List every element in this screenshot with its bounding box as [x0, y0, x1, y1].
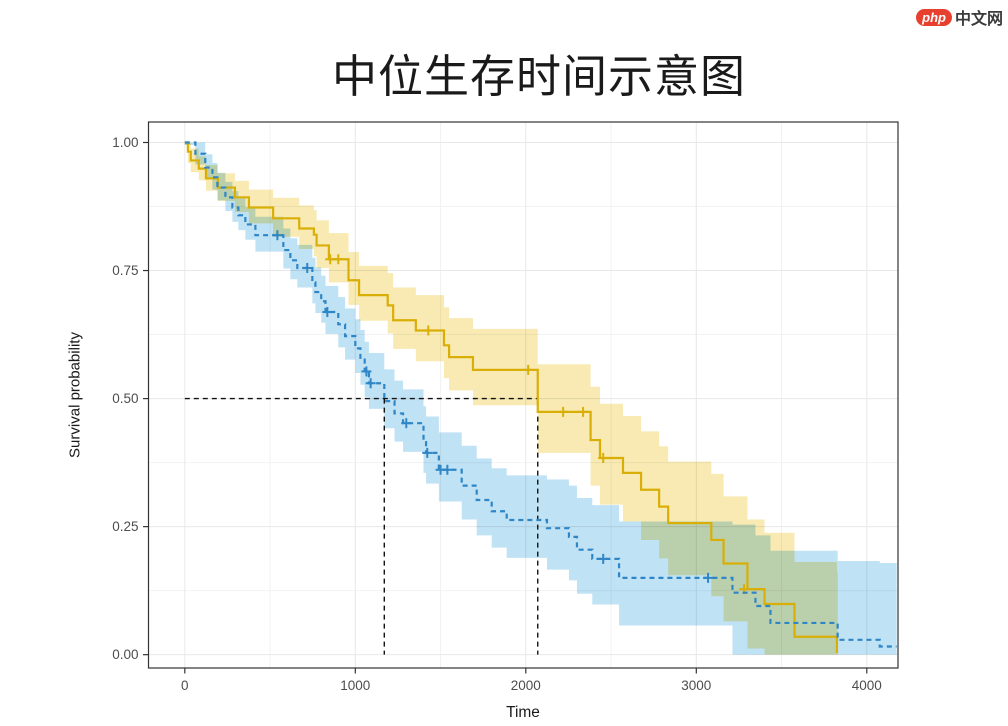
- php-logo-badge: php: [916, 8, 952, 26]
- x-tick-label: 4000: [852, 678, 882, 693]
- y-tick-label: 0.25: [112, 519, 138, 534]
- x-tick-label: 1000: [340, 678, 370, 693]
- y-tick-label: 1.00: [112, 135, 138, 150]
- confidence-band-group-2-blue: [184, 142, 897, 655]
- y-tick-label: 0.00: [112, 647, 138, 662]
- site-watermark: php 中文网: [916, 5, 1003, 29]
- step-line-group-1-gold: [184, 141, 839, 654]
- x-tick-label: 2000: [511, 678, 541, 693]
- panel-border: [147, 121, 899, 669]
- x-axis-title: Time: [506, 704, 540, 721]
- survival-curve-group-2-blue: [184, 141, 897, 648]
- chart-title: 中位生存时间示意图: [331, 51, 746, 102]
- y-axis-title: Survival probability: [66, 332, 84, 458]
- median-reference-lines: [184, 397, 539, 655]
- step-line-group-2-blue: [184, 141, 897, 648]
- y-tick-label: 0.75: [112, 263, 138, 278]
- survival-curve-group-1-gold: [184, 141, 839, 654]
- y-tick-label: 0.50: [112, 391, 138, 406]
- x-tick-label: 3000: [681, 678, 711, 693]
- x-tick-label: 0: [181, 678, 189, 693]
- axis-ticks-and-labels: 0 1000 2000 3000 4000 1.00 0.75 0.50 0.25 0.00: [112, 135, 882, 693]
- watermark-site-name: 中文网: [954, 11, 1003, 28]
